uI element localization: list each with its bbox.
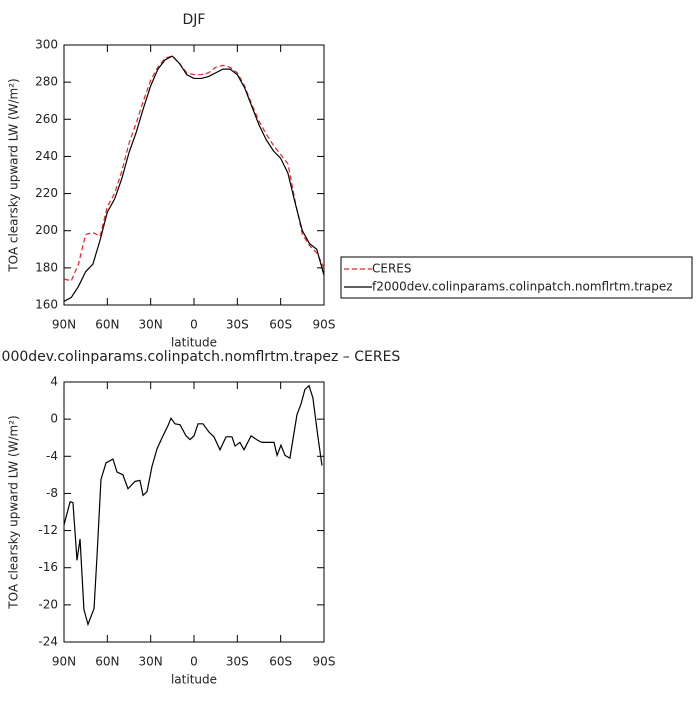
x-tick-label: 90S	[313, 318, 336, 332]
y-tick-label: -8	[46, 486, 58, 500]
y-tick-label: 220	[35, 186, 58, 200]
x-tick-label: 30S	[226, 318, 249, 332]
y-tick-label: 280	[35, 75, 58, 89]
y-tick-label: -12	[38, 523, 58, 537]
x-tick-label: 60N	[95, 318, 119, 332]
y-axis-label: TOA clearsky upward LW (W/m²)	[7, 415, 21, 609]
data-line	[63, 55, 325, 302]
y-tick-label: -4	[46, 449, 58, 463]
data-line	[63, 55, 325, 282]
y-tick-label: 260	[35, 112, 58, 126]
plot-frame	[63, 381, 325, 643]
x-tick-label: 60S	[269, 655, 292, 669]
y-axis-label: TOA clearsky upward LW (W/m²)	[7, 78, 21, 272]
y-tick-label: -16	[38, 560, 58, 574]
x-tick-label: 90S	[313, 655, 336, 669]
y-tick-label: 180	[35, 260, 58, 274]
plot-frame	[63, 44, 325, 306]
y-tick-label: 300	[35, 38, 58, 52]
x-tick-label: 0	[190, 655, 198, 669]
y-tick-label: 4	[50, 375, 58, 389]
legend-label: CERES	[372, 262, 412, 276]
x-tick-label: 90N	[52, 318, 76, 332]
chart-title: f2000dev.colinparams.colinpatch.nomflrtm…	[0, 349, 400, 365]
x-tick-label: 90N	[52, 655, 76, 669]
y-tick-label: -24	[38, 635, 58, 649]
y-tick-label: 0	[50, 412, 58, 426]
x-tick-label: 30N	[139, 318, 163, 332]
legend-box	[340, 256, 693, 299]
x-tick-label: 30S	[226, 655, 249, 669]
x-tick-label: 0	[190, 318, 198, 332]
legend-label: f2000dev.colinparams.colinpatch.nomflrtm…	[372, 280, 673, 294]
y-tick-label: 240	[35, 149, 58, 163]
data-line	[63, 384, 323, 627]
y-tick-label: -20	[38, 597, 58, 611]
x-axis-label: latitude	[171, 336, 217, 350]
y-tick-label: 160	[35, 298, 58, 312]
x-tick-label: 30N	[139, 655, 163, 669]
chart-title: DJF	[183, 12, 206, 28]
x-tick-label: 60S	[269, 318, 292, 332]
y-tick-label: 200	[35, 223, 58, 237]
x-axis-label: latitude	[171, 673, 217, 687]
x-tick-label: 60N	[95, 655, 119, 669]
